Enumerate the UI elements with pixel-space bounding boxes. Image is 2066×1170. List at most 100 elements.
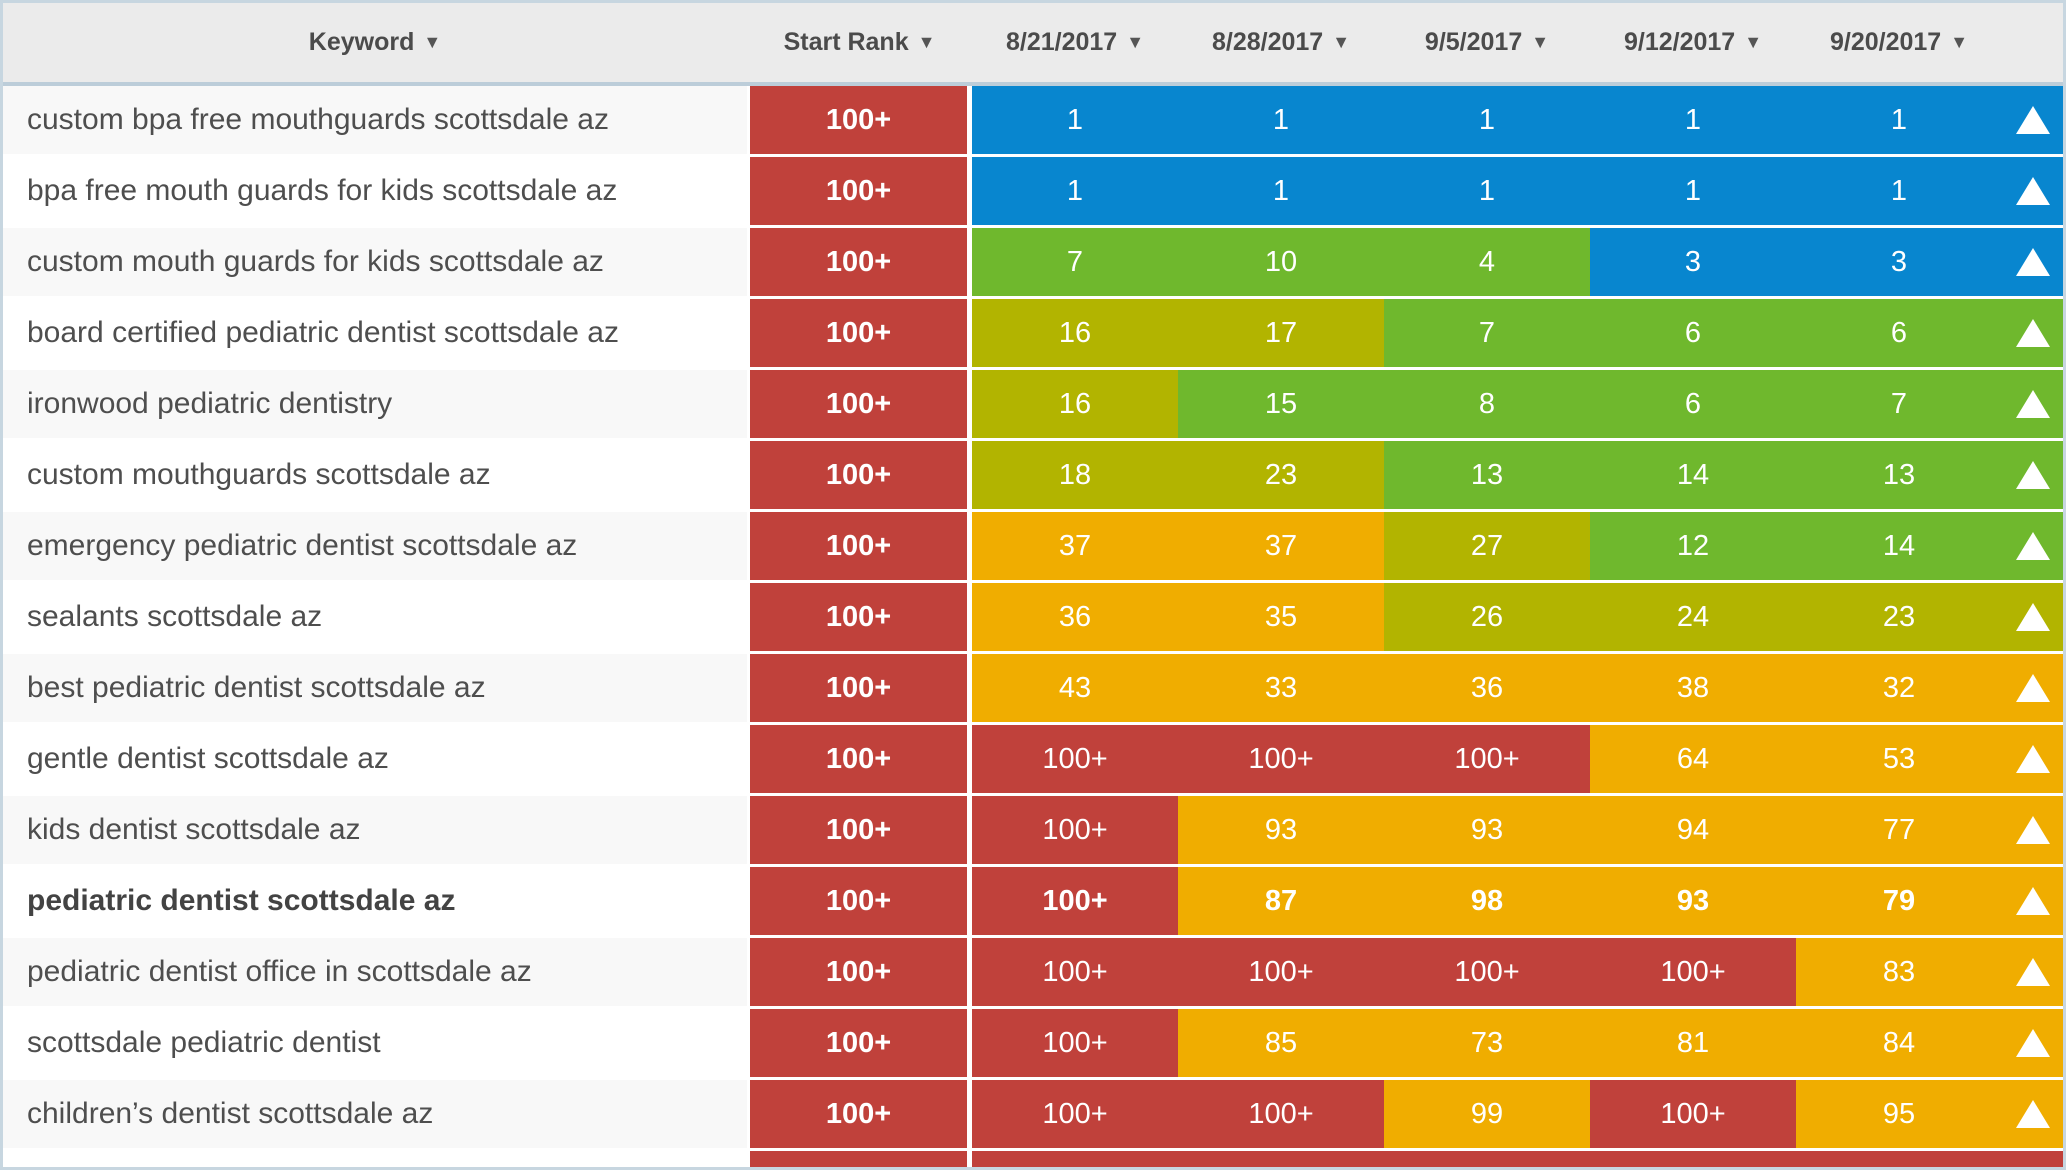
column-gutter [967, 228, 972, 296]
rank-cell-3: 1 [1384, 157, 1590, 225]
rank-up-icon [2015, 816, 2050, 844]
rank-cell-1: 7 [972, 228, 1178, 296]
rank-cell-1: 1 [972, 157, 1178, 225]
column-header-date-3[interactable]: 9/5/2017 ▼ [1384, 28, 1590, 57]
rank-cell-4: 6 [1590, 370, 1796, 438]
trend-cell [2002, 299, 2063, 367]
keyword-cell: pediatric dentist office in scottsdale a… [3, 938, 747, 1006]
rank-cell-4: 3 [1590, 228, 1796, 296]
column-header-label: 8/28/2017 [1211, 28, 1324, 56]
keyword-cell: scottsdale pediatric dentist [3, 1009, 747, 1077]
rank-cell-3 [1384, 1151, 1590, 1167]
rank-cell-2: 1 [1178, 157, 1384, 225]
table-row[interactable]: children’s dentist scottsdale az 100+ 10… [3, 1080, 2063, 1148]
column-gutter [967, 299, 972, 367]
start-rank-cell: 100+ [747, 867, 967, 935]
trend-cell [2002, 654, 2063, 722]
rank-cell-1: 100+ [972, 796, 1178, 864]
trend-cell [2002, 157, 2063, 225]
column-header-start-rank[interactable]: Start Rank ▼ [747, 28, 972, 57]
rank-cell-2: 1 [1178, 86, 1384, 154]
start-rank-cell: 100+ [747, 157, 967, 225]
table-row[interactable]: bpa free mouth guards for kids scottsdal… [3, 157, 2063, 225]
keyword-cell: board certified pediatric dentist scotts… [3, 299, 747, 367]
table-row[interactable]: custom mouth guards for kids scottsdale … [3, 228, 2063, 296]
rank-cell-5: 1 [1796, 86, 2002, 154]
rank-cell-3: 8 [1384, 370, 1590, 438]
start-rank-cell: 100+ [747, 512, 967, 580]
rank-cell-4: 24 [1590, 583, 1796, 651]
rank-cell-3: 1 [1384, 86, 1590, 154]
rank-cell-5: 1 [1796, 157, 2002, 225]
keyword-cell: bpa free mouth guards for kids scottsdal… [3, 157, 747, 225]
rank-cell-2: 17 [1178, 299, 1384, 367]
rank-cell-1: 43 [972, 654, 1178, 722]
rank-cell-2: 100+ [1178, 725, 1384, 793]
table-row[interactable]: scottsdale pediatric dentist 100+ 100+ 8… [3, 1009, 2063, 1077]
rank-cell-4: 38 [1590, 654, 1796, 722]
rank-cell-5: 14 [1796, 512, 2002, 580]
table-row[interactable]: gentle dentist scottsdale az 100+ 100+ 1… [3, 725, 2063, 793]
rank-cell-4: 64 [1590, 725, 1796, 793]
column-gutter [967, 1009, 972, 1077]
rank-up-icon [2015, 674, 2050, 702]
rank-cell-5: 3 [1796, 228, 2002, 296]
rank-cell-5: 95 [1796, 1080, 2002, 1148]
column-header-label: 9/12/2017 [1623, 28, 1736, 56]
column-header-date-4[interactable]: 9/12/2017 ▼ [1590, 28, 1796, 57]
table-row[interactable]: ironwood pediatric dentistry 100+ 16 15 … [3, 370, 2063, 438]
keyword-cell: pediatric dentist scottsdale az [3, 867, 747, 935]
table-row[interactable]: board certified pediatric dentist scotts… [3, 299, 2063, 367]
rank-cell-1: 100+ [972, 725, 1178, 793]
column-header-keyword[interactable]: Keyword ▼ [3, 28, 747, 57]
table-row[interactable]: best pediatric dentist scottsdale az 100… [3, 654, 2063, 722]
rank-cell-4: 6 [1590, 299, 1796, 367]
table-row[interactable]: emergency pediatric dentist scottsdale a… [3, 512, 2063, 580]
rank-cell-1 [972, 1151, 1178, 1167]
column-header-date-5[interactable]: 9/20/2017 ▼ [1796, 28, 2002, 57]
sort-down-icon: ▼ [917, 32, 936, 52]
column-header-date-2[interactable]: 8/28/2017 ▼ [1178, 28, 1384, 57]
trend-cell [2002, 86, 2063, 154]
keyword-cell: custom mouth guards for kids scottsdale … [3, 228, 747, 296]
column-header-label: 9/20/2017 [1829, 28, 1942, 56]
start-rank-cell: 100+ [747, 86, 967, 154]
column-header-label: 8/21/2017 [1005, 28, 1118, 56]
rank-cell-4: 100+ [1590, 1080, 1796, 1148]
table-row[interactable]: sealants scottsdale az 100+ 36 35 26 24 … [3, 583, 2063, 651]
table-row[interactable]: pediatric dentist office in scottsdale a… [3, 938, 2063, 1006]
rank-cell-5: 32 [1796, 654, 2002, 722]
column-gutter [967, 725, 972, 793]
rank-cell-4: 1 [1590, 157, 1796, 225]
table-row[interactable]: custom bpa free mouthguards scottsdale a… [3, 86, 2063, 154]
table-row[interactable]: custom mouthguards scottsdale az 100+ 18… [3, 441, 2063, 509]
rank-cell-3: 93 [1384, 796, 1590, 864]
rank-cell-2 [1178, 1151, 1384, 1167]
rank-cell-3: 73 [1384, 1009, 1590, 1077]
rank-up-icon [2015, 745, 2050, 773]
rank-cell-4: 81 [1590, 1009, 1796, 1077]
rank-cell-3: 26 [1384, 583, 1590, 651]
column-header-date-1[interactable]: 8/21/2017 ▼ [972, 28, 1178, 57]
trend-cell [2002, 370, 2063, 438]
rank-cell-2: 100+ [1178, 1080, 1384, 1148]
column-gutter [967, 938, 972, 1006]
rank-cell-1: 18 [972, 441, 1178, 509]
start-rank-cell: 100+ [747, 725, 967, 793]
column-gutter [967, 1080, 972, 1148]
column-header-label: Keyword [308, 28, 415, 56]
trend-cell [2002, 228, 2063, 296]
column-gutter [967, 512, 972, 580]
rank-cell-3: 98 [1384, 867, 1590, 935]
rank-cell-1: 16 [972, 370, 1178, 438]
sort-down-icon: ▼ [1332, 32, 1351, 52]
table-row[interactable]: kids dentist scottsdale az 100+ 100+ 93 … [3, 796, 2063, 864]
table-row[interactable]: pediatric dentist scottsdale az 100+ 100… [3, 867, 2063, 935]
rank-cell-5: 79 [1796, 867, 2002, 935]
table-row[interactable] [3, 1151, 2063, 1167]
keyword-cell: best pediatric dentist scottsdale az [3, 654, 747, 722]
start-rank-cell [747, 1151, 967, 1167]
trend-cell [2002, 938, 2063, 1006]
rank-cell-2: 33 [1178, 654, 1384, 722]
